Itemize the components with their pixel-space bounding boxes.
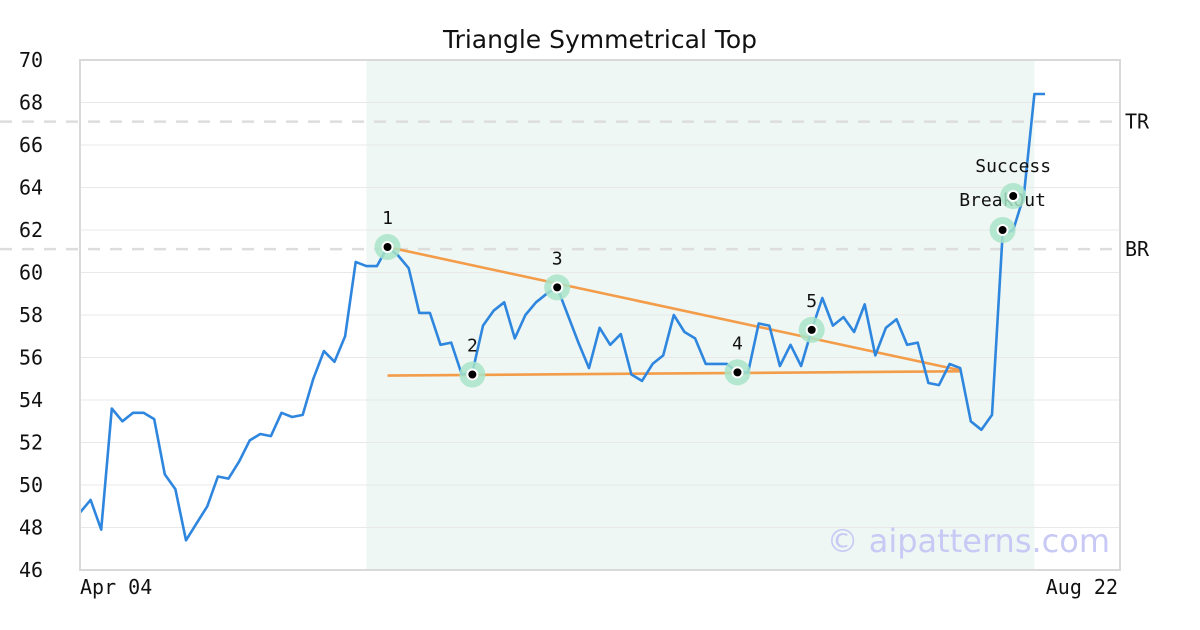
chart-title: Triangle Symmetrical Top bbox=[442, 25, 757, 54]
y-tick-label: 60 bbox=[19, 261, 43, 285]
pivot-label: 5 bbox=[806, 291, 817, 312]
y-tick-label: 64 bbox=[19, 176, 43, 200]
pivot-point bbox=[805, 323, 818, 336]
x-tick-label: Apr 04 bbox=[80, 575, 152, 599]
y-tick-label: 66 bbox=[19, 133, 43, 157]
y-tick-label: 54 bbox=[19, 388, 43, 412]
pivot-point bbox=[466, 368, 479, 381]
pivot-label: 3 bbox=[552, 248, 563, 269]
level-label: BR bbox=[1125, 237, 1150, 261]
x-tick-label: Aug 22 bbox=[1046, 575, 1118, 599]
plot-frame bbox=[79, 59, 1121, 571]
y-tick-label: 46 bbox=[19, 558, 43, 582]
watermark: © aipatterns.com bbox=[827, 522, 1110, 560]
pivot-point bbox=[551, 281, 564, 294]
level-lines: TR BR bbox=[0, 110, 1150, 261]
trendline bbox=[387, 245, 961, 372]
y-axis-ticks: 46 48 50 52 54 56 58 60 62 64 66 68 70 bbox=[19, 48, 43, 582]
y-tick-label: 56 bbox=[19, 346, 43, 370]
x-axis-ticks: Apr 04 Aug 22 bbox=[80, 575, 1118, 599]
pivot-label: 4 bbox=[732, 333, 743, 354]
price-line bbox=[79, 92, 1045, 542]
pivot-label: 1 bbox=[382, 208, 393, 229]
pivot-label: 2 bbox=[467, 336, 478, 357]
y-tick-label: 50 bbox=[19, 473, 43, 497]
y-tick-label: 52 bbox=[19, 431, 43, 455]
y-tick-label: 70 bbox=[19, 48, 43, 72]
pivot-point bbox=[731, 366, 744, 379]
event-point bbox=[1007, 190, 1020, 202]
y-tick-label: 68 bbox=[19, 91, 43, 115]
pivot-point bbox=[381, 241, 394, 253]
y-tick-label: 58 bbox=[19, 303, 43, 327]
y-tick-label: 62 bbox=[19, 218, 43, 242]
grid-lines bbox=[80, 102, 1120, 528]
event-point bbox=[996, 224, 1009, 236]
level-label: TR bbox=[1125, 110, 1150, 134]
y-tick-label: 48 bbox=[19, 516, 43, 540]
pivot-markers: 12345BreakOutSuccess bbox=[374, 156, 1051, 388]
event-label: Success bbox=[975, 156, 1051, 177]
